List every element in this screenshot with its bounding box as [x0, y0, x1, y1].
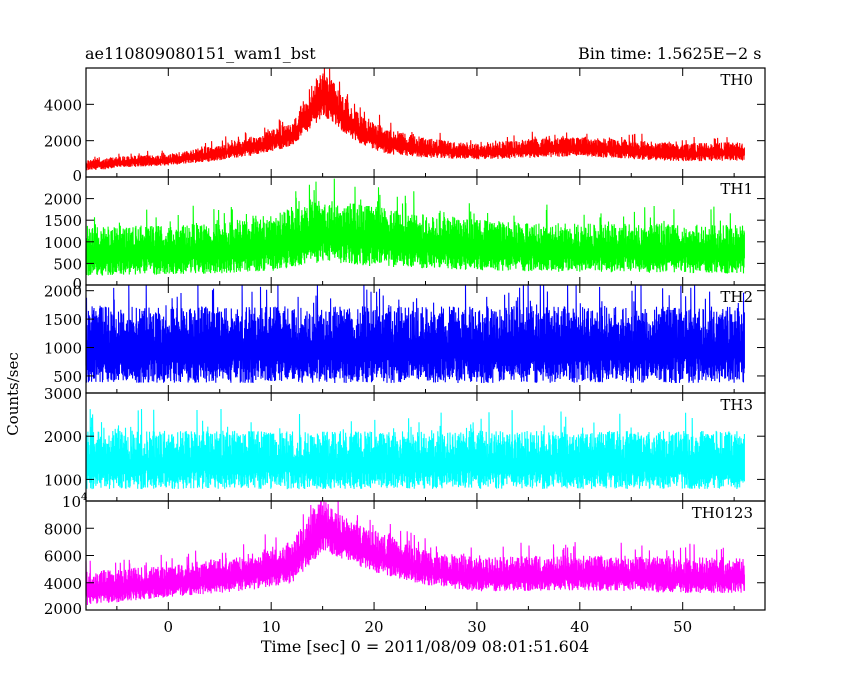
- y-tick-label: 500: [53, 255, 82, 273]
- series-th2: [85, 284, 745, 384]
- series-th1: [85, 178, 745, 276]
- y-tick-label: 4000: [44, 575, 82, 593]
- x-tick-label: 30: [467, 618, 486, 636]
- y-tick-label: 3000: [44, 385, 82, 403]
- y-tick-label: 1000: [44, 471, 82, 489]
- y-tick-label: 2000: [44, 133, 82, 151]
- x-tick-label: 20: [365, 618, 384, 636]
- panel-label-th1: TH1: [720, 180, 753, 198]
- panel-label-th0: TH0: [720, 71, 753, 89]
- x-tick-label: 0: [164, 618, 174, 636]
- series-th0123: [85, 500, 745, 606]
- y-tick-label: 0: [72, 167, 82, 185]
- y-tick-label: 0: [72, 275, 82, 293]
- y-tick-label: 2000: [44, 191, 82, 209]
- series-th0: [85, 67, 745, 171]
- y-tick-label: 2000: [44, 600, 82, 618]
- series-th3: [85, 408, 745, 490]
- x-axis-label-text: Time [sec] 0 = 2011/08/09 08:01:51.604: [260, 637, 590, 656]
- panel-label-th3: TH3: [720, 396, 753, 414]
- y-tick-label: 2000: [44, 283, 82, 301]
- x-axis-label: Time [sec] 0 = 2011/08/09 08:01:51.604: [0, 637, 850, 656]
- y-tick-label: 1000: [44, 340, 82, 358]
- y-tick-label: 6000: [44, 548, 82, 566]
- panel-label-th2: TH2: [720, 288, 753, 306]
- y-tick-label: 8000: [44, 520, 82, 538]
- bin-time-label: Bin time: 1.5625E−2 s: [578, 44, 762, 63]
- y-tick-label: 500: [53, 368, 82, 386]
- y-tick-label: 10: [62, 493, 81, 511]
- x-tick-label: 10: [262, 618, 281, 636]
- y-tick-label: 1000: [44, 234, 82, 252]
- chart-title: ae110809080151_wam1_bst: [85, 44, 316, 63]
- x-tick-label: 40: [570, 618, 589, 636]
- y-tick-label: 4000: [44, 96, 82, 114]
- panel-label-th0123: TH0123: [692, 504, 753, 522]
- x-tick-label: 50: [673, 618, 692, 636]
- y-tick-label: 2000: [44, 428, 82, 446]
- y-tick-label-exponent: 4: [81, 492, 87, 503]
- y-tick-label: 1500: [44, 311, 82, 329]
- y-tick-label: 1500: [44, 212, 82, 230]
